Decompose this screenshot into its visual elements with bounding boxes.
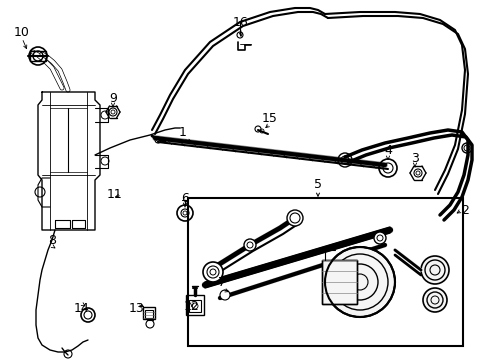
Text: 12: 12 (184, 301, 200, 314)
Text: 16: 16 (233, 15, 248, 28)
Circle shape (286, 210, 303, 226)
Text: 2: 2 (460, 203, 468, 216)
Text: 5: 5 (313, 179, 321, 192)
Circle shape (422, 288, 446, 312)
Bar (145, 310, 153, 318)
Text: 13: 13 (129, 302, 144, 315)
Bar (142, 307, 155, 319)
Text: 11: 11 (107, 189, 122, 202)
Bar (30, 51, 46, 61)
Bar (187, 198, 462, 346)
Text: 3: 3 (410, 152, 418, 165)
Text: 9: 9 (109, 91, 117, 104)
Bar (189, 300, 201, 312)
Text: 4: 4 (383, 144, 391, 157)
Bar (321, 260, 356, 304)
Text: 15: 15 (262, 112, 277, 125)
Text: 1: 1 (179, 126, 186, 139)
Text: 14: 14 (74, 302, 90, 315)
Bar (185, 295, 203, 315)
Circle shape (220, 290, 229, 300)
Circle shape (203, 262, 223, 282)
Circle shape (373, 232, 385, 244)
Text: 8: 8 (48, 234, 56, 247)
Circle shape (325, 247, 394, 317)
Text: 10: 10 (14, 26, 30, 39)
Circle shape (244, 239, 256, 251)
Text: 6: 6 (181, 192, 188, 204)
Circle shape (420, 256, 448, 284)
Text: 7: 7 (218, 276, 225, 289)
Bar (321, 260, 356, 304)
